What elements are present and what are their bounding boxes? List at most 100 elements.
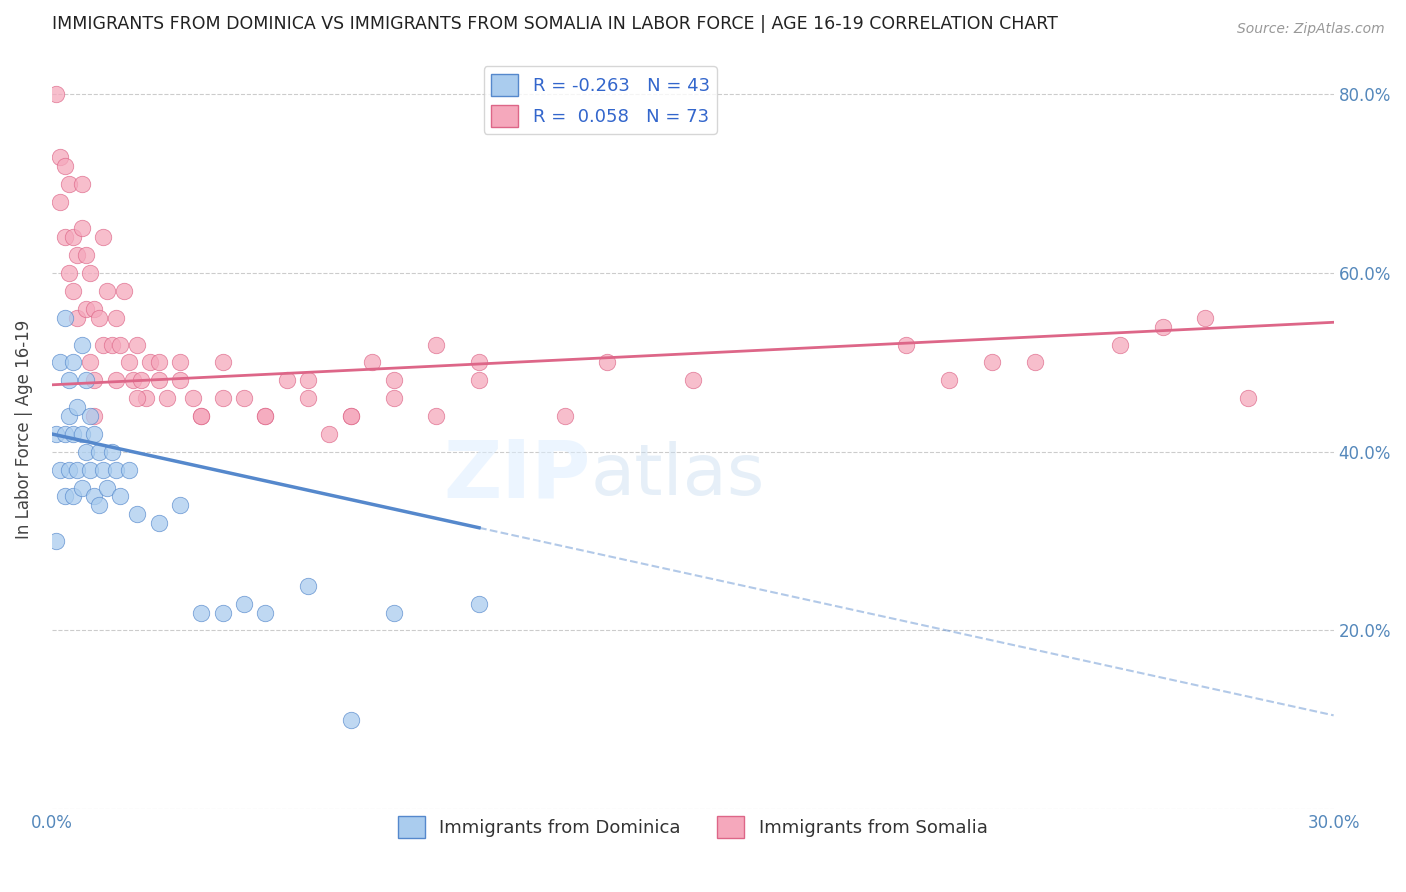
Point	[104, 373, 127, 387]
Text: ZIP: ZIP	[443, 436, 591, 514]
Point	[91, 337, 114, 351]
Point	[468, 597, 491, 611]
Point	[254, 409, 277, 423]
Point	[79, 355, 101, 369]
Point	[87, 445, 110, 459]
Point	[980, 355, 1002, 369]
Point	[75, 248, 97, 262]
Text: Source: ZipAtlas.com: Source: ZipAtlas.com	[1237, 22, 1385, 37]
Legend: Immigrants from Dominica, Immigrants from Somalia: Immigrants from Dominica, Immigrants fro…	[391, 809, 994, 846]
Point	[340, 713, 363, 727]
Point	[340, 409, 363, 423]
Point	[49, 150, 72, 164]
Point	[45, 534, 67, 549]
Point	[79, 463, 101, 477]
Point	[122, 373, 145, 387]
Point	[596, 355, 619, 369]
Point	[45, 426, 67, 441]
Point	[148, 516, 170, 531]
Point	[91, 463, 114, 477]
Point	[83, 373, 105, 387]
Point	[91, 230, 114, 244]
Point	[96, 284, 118, 298]
Point	[938, 373, 960, 387]
Point	[148, 355, 170, 369]
Point	[181, 391, 204, 405]
Point	[53, 159, 76, 173]
Point	[553, 409, 575, 423]
Point	[53, 310, 76, 325]
Point	[425, 409, 447, 423]
Point	[66, 248, 89, 262]
Point	[139, 355, 162, 369]
Point	[83, 426, 105, 441]
Point	[79, 266, 101, 280]
Point	[135, 391, 157, 405]
Point	[62, 284, 84, 298]
Point	[58, 463, 80, 477]
Point	[75, 445, 97, 459]
Point	[66, 463, 89, 477]
Point	[83, 301, 105, 316]
Point	[1024, 355, 1046, 369]
Point	[297, 373, 319, 387]
Point	[131, 373, 153, 387]
Point	[62, 230, 84, 244]
Point	[382, 606, 405, 620]
Point	[276, 373, 298, 387]
Point	[1109, 337, 1132, 351]
Point	[318, 426, 340, 441]
Point	[70, 426, 93, 441]
Point	[87, 499, 110, 513]
Point	[896, 337, 918, 351]
Point	[62, 426, 84, 441]
Point	[148, 373, 170, 387]
Point	[382, 373, 405, 387]
Point	[468, 373, 491, 387]
Point	[361, 355, 384, 369]
Point	[340, 409, 363, 423]
Point	[297, 391, 319, 405]
Point	[297, 579, 319, 593]
Point	[49, 355, 72, 369]
Point	[118, 463, 141, 477]
Point	[45, 87, 67, 102]
Point	[468, 355, 491, 369]
Text: IMMIGRANTS FROM DOMINICA VS IMMIGRANTS FROM SOMALIA IN LABOR FORCE | AGE 16-19 C: IMMIGRANTS FROM DOMINICA VS IMMIGRANTS F…	[52, 15, 1057, 33]
Point	[62, 490, 84, 504]
Point	[233, 391, 256, 405]
Point	[233, 597, 256, 611]
Point	[190, 606, 212, 620]
Point	[1237, 391, 1260, 405]
Point	[100, 445, 122, 459]
Point	[83, 490, 105, 504]
Point	[254, 409, 277, 423]
Point	[62, 355, 84, 369]
Point	[58, 409, 80, 423]
Point	[169, 355, 191, 369]
Point	[127, 508, 149, 522]
Point	[127, 391, 149, 405]
Point	[169, 499, 191, 513]
Point	[104, 310, 127, 325]
Point	[70, 177, 93, 191]
Point	[211, 606, 233, 620]
Point	[53, 426, 76, 441]
Point	[75, 373, 97, 387]
Point	[190, 409, 212, 423]
Point	[382, 391, 405, 405]
Point	[58, 266, 80, 280]
Point	[96, 481, 118, 495]
Point	[425, 337, 447, 351]
Point	[169, 373, 191, 387]
Point	[70, 337, 93, 351]
Point	[211, 355, 233, 369]
Point	[87, 310, 110, 325]
Point	[75, 301, 97, 316]
Point	[79, 409, 101, 423]
Point	[1194, 310, 1216, 325]
Point	[1152, 319, 1174, 334]
Text: atlas: atlas	[591, 441, 765, 509]
Point	[49, 463, 72, 477]
Point	[104, 463, 127, 477]
